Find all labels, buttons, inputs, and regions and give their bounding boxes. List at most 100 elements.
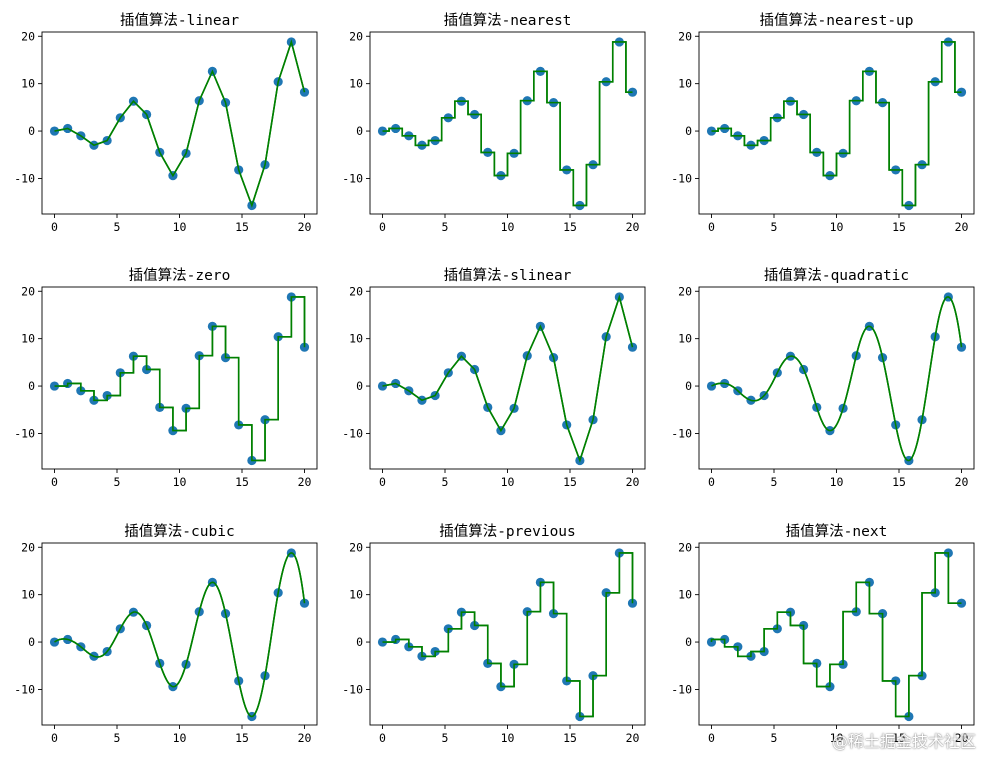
- interpolation-line: [382, 294, 634, 463]
- y-tick-label: 20: [678, 540, 692, 554]
- x-tick-label: 10: [501, 220, 515, 234]
- interpolation-line-overlay: [382, 294, 634, 463]
- interpolation-line: [711, 41, 962, 207]
- subplot-nearest: 插值算法-nearest 0 5 10 15 20 -10 0 10 20: [342, 12, 646, 234]
- y-tick-label: 0: [28, 635, 35, 649]
- interpolation-line: [382, 552, 634, 718]
- subplot-zero: 插值算法-zero 0 5 10 15 20 -10 0 10 20: [14, 267, 318, 489]
- x-tick-label: 0: [379, 731, 386, 745]
- y-tick-label: 10: [21, 588, 35, 602]
- interpolation-line: [710, 552, 962, 718]
- y-tick-label: 0: [28, 379, 35, 393]
- x-tick-label: 10: [173, 220, 187, 234]
- y-tick-label: 20: [678, 29, 692, 43]
- y-tick-label: 0: [356, 379, 363, 393]
- x-tick-label: 10: [830, 220, 844, 234]
- y-tick-label: 20: [349, 29, 363, 43]
- x-tick-label: 20: [626, 731, 640, 745]
- interpolation-line: [54, 296, 306, 462]
- subplot-title: 插值算法-nearest: [444, 12, 572, 29]
- x-tick-label: 5: [114, 475, 121, 489]
- x-tick-label: 15: [235, 475, 249, 489]
- y-tick-label: 10: [678, 332, 692, 346]
- subplot-cubic: 插值算法-cubic 0 5 10 15 20 -10 0 10 20: [14, 523, 318, 745]
- interpolation-line-overlay: [382, 41, 633, 207]
- subplot-nearest-up: 插值算法-nearest-up 0 5 10 15 20 -10 0 10 20: [671, 12, 975, 234]
- y-tick-label: 10: [678, 77, 692, 91]
- y-tick-label: -10: [14, 426, 35, 440]
- axes-frame: [41, 542, 318, 726]
- subplot-title: 插值算法-next: [786, 523, 888, 540]
- x-tick-label: 5: [114, 220, 121, 234]
- y-tick-label: -10: [671, 171, 692, 185]
- axes-frame: [698, 31, 975, 215]
- x-tick-label: 0: [708, 475, 715, 489]
- x-tick-label: 5: [771, 475, 778, 489]
- x-tick-label: 0: [708, 731, 715, 745]
- y-tick-label: -10: [342, 426, 363, 440]
- subplot-quadratic: 插值算法-quadratic 0 5 10 15 20 -10 0 10 20: [671, 267, 975, 489]
- y-tick-label: 0: [685, 124, 692, 138]
- subplot-linear: 插值算法-linear 0 5 10 15 20 -10 0 10 20: [14, 12, 318, 234]
- y-tick-label: 10: [678, 588, 692, 602]
- x-tick-label: 10: [173, 475, 187, 489]
- y-tick-label: -10: [342, 682, 363, 696]
- x-tick-label: 5: [771, 220, 778, 234]
- x-tick-label: 5: [114, 731, 121, 745]
- y-tick-label: 20: [21, 29, 35, 43]
- y-tick-label: -10: [14, 171, 35, 185]
- x-tick-label: 15: [892, 475, 906, 489]
- subplot-title: 插值算法-quadratic: [764, 267, 909, 284]
- x-tick-label: 5: [771, 731, 778, 745]
- subplot-title: 插值算法-cubic: [124, 523, 234, 540]
- data-point: [49, 637, 60, 647]
- y-tick-label: -10: [671, 426, 692, 440]
- interpolation-line-overlay: [382, 552, 634, 718]
- x-tick-label: 0: [379, 220, 386, 234]
- watermark: @稀土掘金技术社区: [831, 732, 976, 751]
- x-tick-label: 5: [442, 475, 449, 489]
- x-tick-label: 0: [708, 220, 715, 234]
- y-tick-label: 0: [356, 124, 363, 138]
- x-tick-label: 15: [235, 731, 249, 745]
- x-tick-label: 20: [626, 220, 640, 234]
- y-tick-label: 0: [685, 379, 692, 393]
- x-tick-label: 5: [442, 731, 449, 745]
- x-tick-label: 15: [235, 220, 249, 234]
- x-tick-label: 20: [955, 475, 969, 489]
- y-tick-label: 10: [349, 77, 363, 91]
- x-tick-label: 0: [51, 220, 58, 234]
- subplot-title: 插值算法-zero: [129, 267, 231, 284]
- subplot-next: 插值算法-next 0 5 10 15 20 -10 0 10 20: [671, 523, 975, 745]
- x-tick-label: 15: [892, 220, 906, 234]
- interpolation-line: [711, 296, 963, 462]
- y-tick-label: 20: [349, 540, 363, 554]
- x-tick-label: 20: [298, 475, 312, 489]
- y-tick-label: -10: [342, 171, 363, 185]
- y-tick-label: 10: [21, 77, 35, 91]
- y-tick-label: 0: [28, 124, 35, 138]
- y-tick-label: 10: [349, 332, 363, 346]
- data-point: [627, 598, 638, 608]
- subplot-title: 插值算法-previous: [439, 523, 576, 540]
- axes-frame: [698, 542, 975, 726]
- interpolation-line: [54, 39, 306, 208]
- x-tick-label: 15: [563, 220, 577, 234]
- interpolation-line-overlay: [54, 552, 306, 718]
- x-tick-label: 0: [379, 475, 386, 489]
- x-tick-label: 20: [298, 731, 312, 745]
- x-tick-label: 20: [955, 731, 969, 745]
- x-tick-label: 10: [830, 475, 844, 489]
- axes-frame: [41, 286, 318, 470]
- x-tick-label: 10: [830, 731, 844, 745]
- axes-frame: [369, 542, 646, 726]
- x-tick-label: 0: [51, 731, 58, 745]
- subplot-previous: 插值算法-previous 0 5 10 15 20 -10 0 10 20: [342, 523, 646, 745]
- y-tick-label: 20: [678, 284, 692, 298]
- y-tick-label: 20: [349, 284, 363, 298]
- interpolation-line-overlay: [54, 39, 306, 208]
- x-tick-label: 5: [442, 220, 449, 234]
- y-tick-label: -10: [14, 682, 35, 696]
- subplot-title: 插值算法-nearest-up: [759, 12, 913, 29]
